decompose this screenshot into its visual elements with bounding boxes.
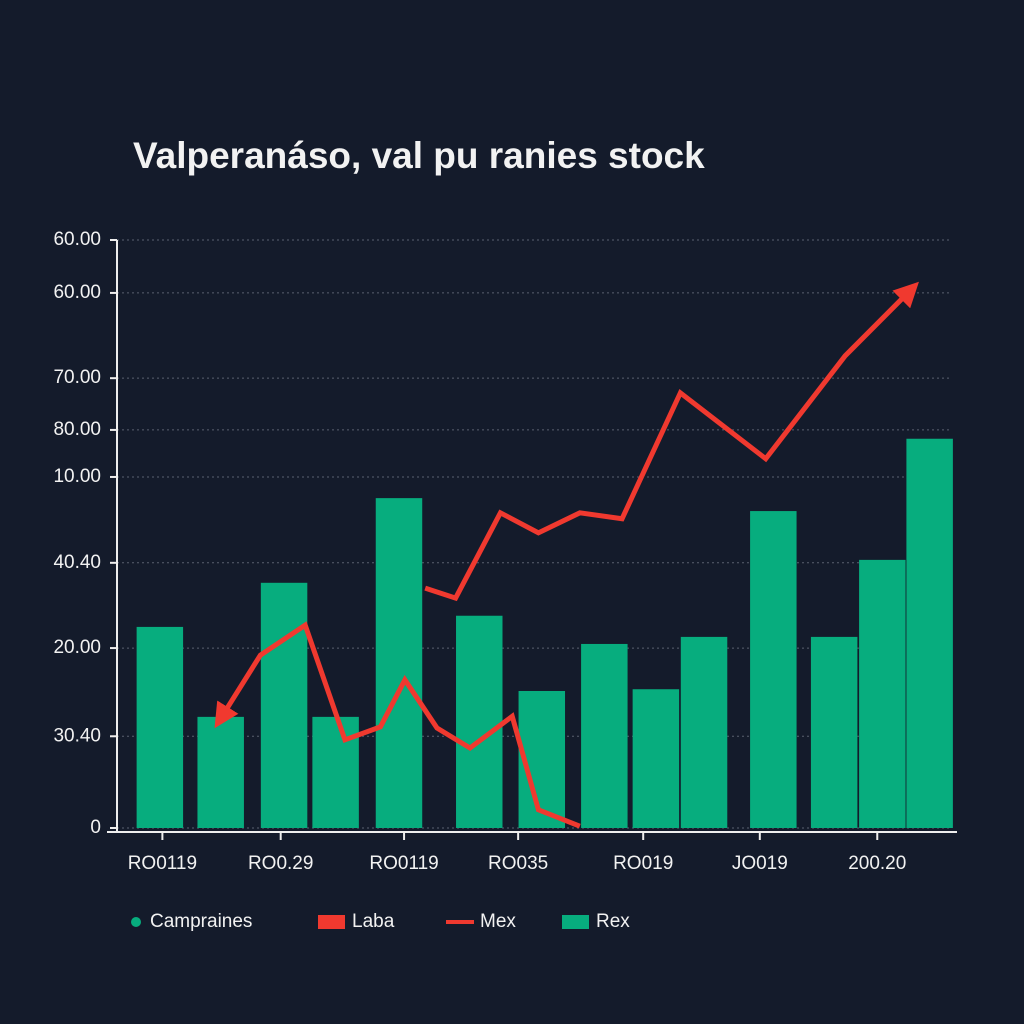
x-tick-label: JO019 bbox=[732, 853, 788, 874]
line-series bbox=[424, 281, 919, 602]
bar bbox=[136, 626, 184, 828]
y-tick-label: 10.00 bbox=[53, 466, 101, 487]
legend-marker bbox=[562, 915, 589, 929]
x-tick-label: RO0119 bbox=[128, 853, 197, 874]
y-tick-label: 60.00 bbox=[53, 229, 101, 250]
legend-label: Mex bbox=[480, 911, 516, 932]
legend-marker bbox=[318, 915, 345, 929]
legend-label: Laba bbox=[352, 911, 395, 932]
x-tick-label: 200.20 bbox=[848, 853, 906, 874]
y-tick-label: 60.00 bbox=[53, 282, 101, 303]
bar bbox=[906, 438, 953, 828]
chart-title: Valperanáso, val pu ranies stock bbox=[133, 135, 705, 176]
y-tick-label: 70.00 bbox=[53, 367, 101, 388]
bar bbox=[260, 582, 308, 828]
bar bbox=[632, 689, 680, 828]
bar bbox=[750, 511, 797, 828]
line-series bbox=[214, 621, 581, 829]
bar bbox=[859, 559, 906, 828]
bar bbox=[680, 636, 728, 828]
x-tick-label: RO0119 bbox=[369, 853, 438, 874]
bar bbox=[456, 615, 503, 828]
bar bbox=[197, 716, 244, 828]
y-tick-label: 0 bbox=[90, 817, 101, 838]
bar bbox=[810, 636, 858, 828]
legend-label: Rex bbox=[596, 911, 630, 932]
legend-label: Campraines bbox=[150, 911, 252, 932]
x-tick-label: RO035 bbox=[488, 853, 548, 874]
legend-marker bbox=[131, 917, 141, 927]
bar bbox=[581, 643, 628, 828]
x-tick-label: RO019 bbox=[613, 853, 673, 874]
y-tick-label: 30.40 bbox=[53, 725, 101, 746]
y-tick-label: 80.00 bbox=[53, 419, 101, 440]
y-tick-label: 20.00 bbox=[53, 637, 101, 658]
x-tick-label: RO0.29 bbox=[248, 853, 313, 874]
bar bbox=[375, 498, 423, 828]
y-tick-label: 40.40 bbox=[53, 552, 101, 573]
bar bbox=[312, 716, 359, 828]
